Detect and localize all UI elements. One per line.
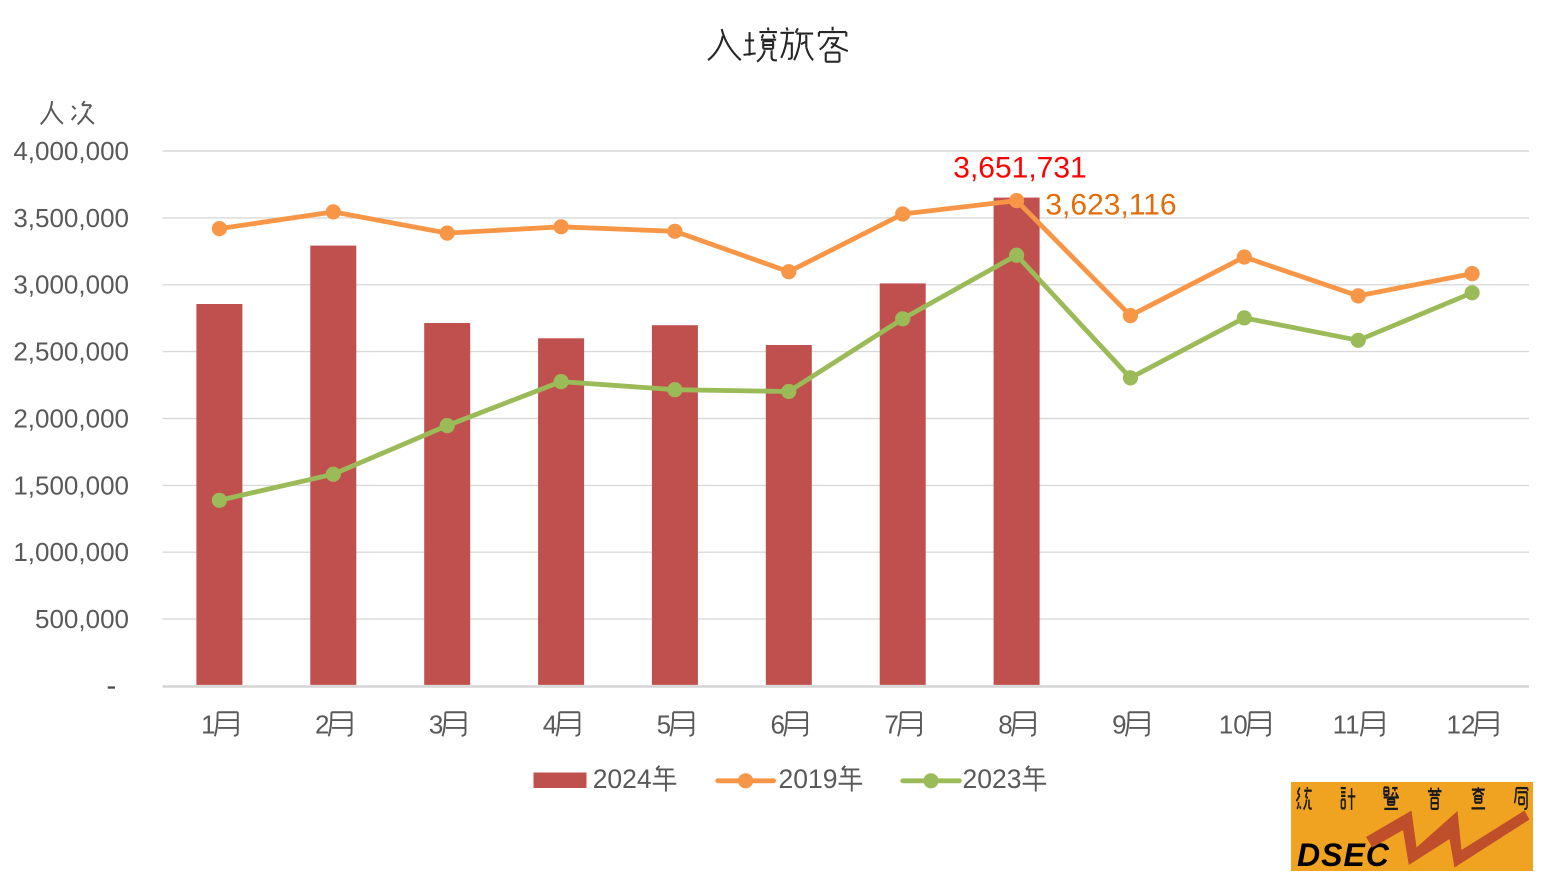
svg-text:2: 2 xyxy=(315,710,329,740)
svg-text:3,500,000: 3,500,000 xyxy=(13,203,129,233)
svg-text:2,500,000: 2,500,000 xyxy=(13,337,129,367)
svg-text:3,651,731: 3,651,731 xyxy=(953,152,1086,185)
svg-text:9: 9 xyxy=(1112,710,1126,740)
svg-text:7: 7 xyxy=(884,710,898,740)
svg-text:4: 4 xyxy=(543,710,557,740)
svg-text:2024: 2024 xyxy=(593,764,652,794)
svg-text:2019: 2019 xyxy=(779,764,838,794)
svg-text:1: 1 xyxy=(201,710,215,740)
svg-text:8: 8 xyxy=(998,710,1012,740)
svg-text:3,623,116: 3,623,116 xyxy=(1045,189,1176,222)
svg-text:3,000,000: 3,000,000 xyxy=(13,270,129,300)
svg-text:10: 10 xyxy=(1219,710,1248,740)
svg-text:5: 5 xyxy=(657,710,671,740)
svg-text:4,000,000: 4,000,000 xyxy=(13,136,129,166)
svg-text:2023: 2023 xyxy=(963,764,1022,794)
svg-text:2,000,000: 2,000,000 xyxy=(13,403,129,433)
svg-text:12: 12 xyxy=(1447,710,1476,740)
svg-text:1,000,000: 1,000,000 xyxy=(13,537,129,567)
svg-text:6: 6 xyxy=(771,710,785,740)
svg-text:1,500,000: 1,500,000 xyxy=(13,470,129,500)
svg-text:11: 11 xyxy=(1333,710,1360,740)
svg-text:3: 3 xyxy=(429,710,443,740)
svg-text:500,000: 500,000 xyxy=(35,604,129,634)
